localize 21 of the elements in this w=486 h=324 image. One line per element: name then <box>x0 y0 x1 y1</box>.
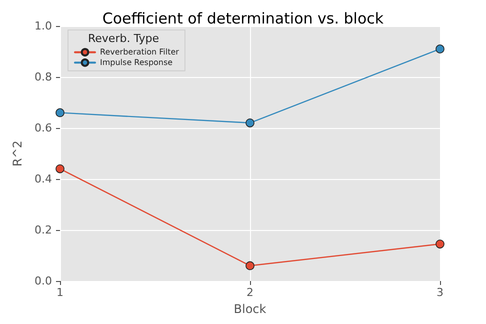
y-tick-label: 0.0 <box>34 274 52 288</box>
y-tick-label: 0.6 <box>34 122 52 134</box>
y-tick-label: 1.0 <box>34 20 52 32</box>
y-tick-label: 0.4 <box>34 172 52 186</box>
y-tick-label: 0.8 <box>34 70 52 84</box>
y-tick-label: 0.2 <box>34 224 52 236</box>
legend-title: Reverb. Type <box>88 32 160 45</box>
point <box>436 44 444 54</box>
point <box>246 118 254 128</box>
x-tick-label: 2 <box>246 286 254 299</box>
x-tick-label: 3 <box>436 286 444 299</box>
y-axis-title: R^2 <box>10 140 25 167</box>
x-tick-label: 1 <box>56 286 64 299</box>
legend-label: Impulse Response <box>100 58 173 68</box>
legend-label: Reverberation Filter <box>100 48 180 57</box>
point <box>436 240 444 248</box>
point <box>246 261 254 270</box>
chart-title: Coefficient of determination vs. block <box>102 10 384 28</box>
x-axis-title: Block <box>234 302 266 316</box>
point <box>56 164 64 174</box>
point <box>56 108 64 118</box>
